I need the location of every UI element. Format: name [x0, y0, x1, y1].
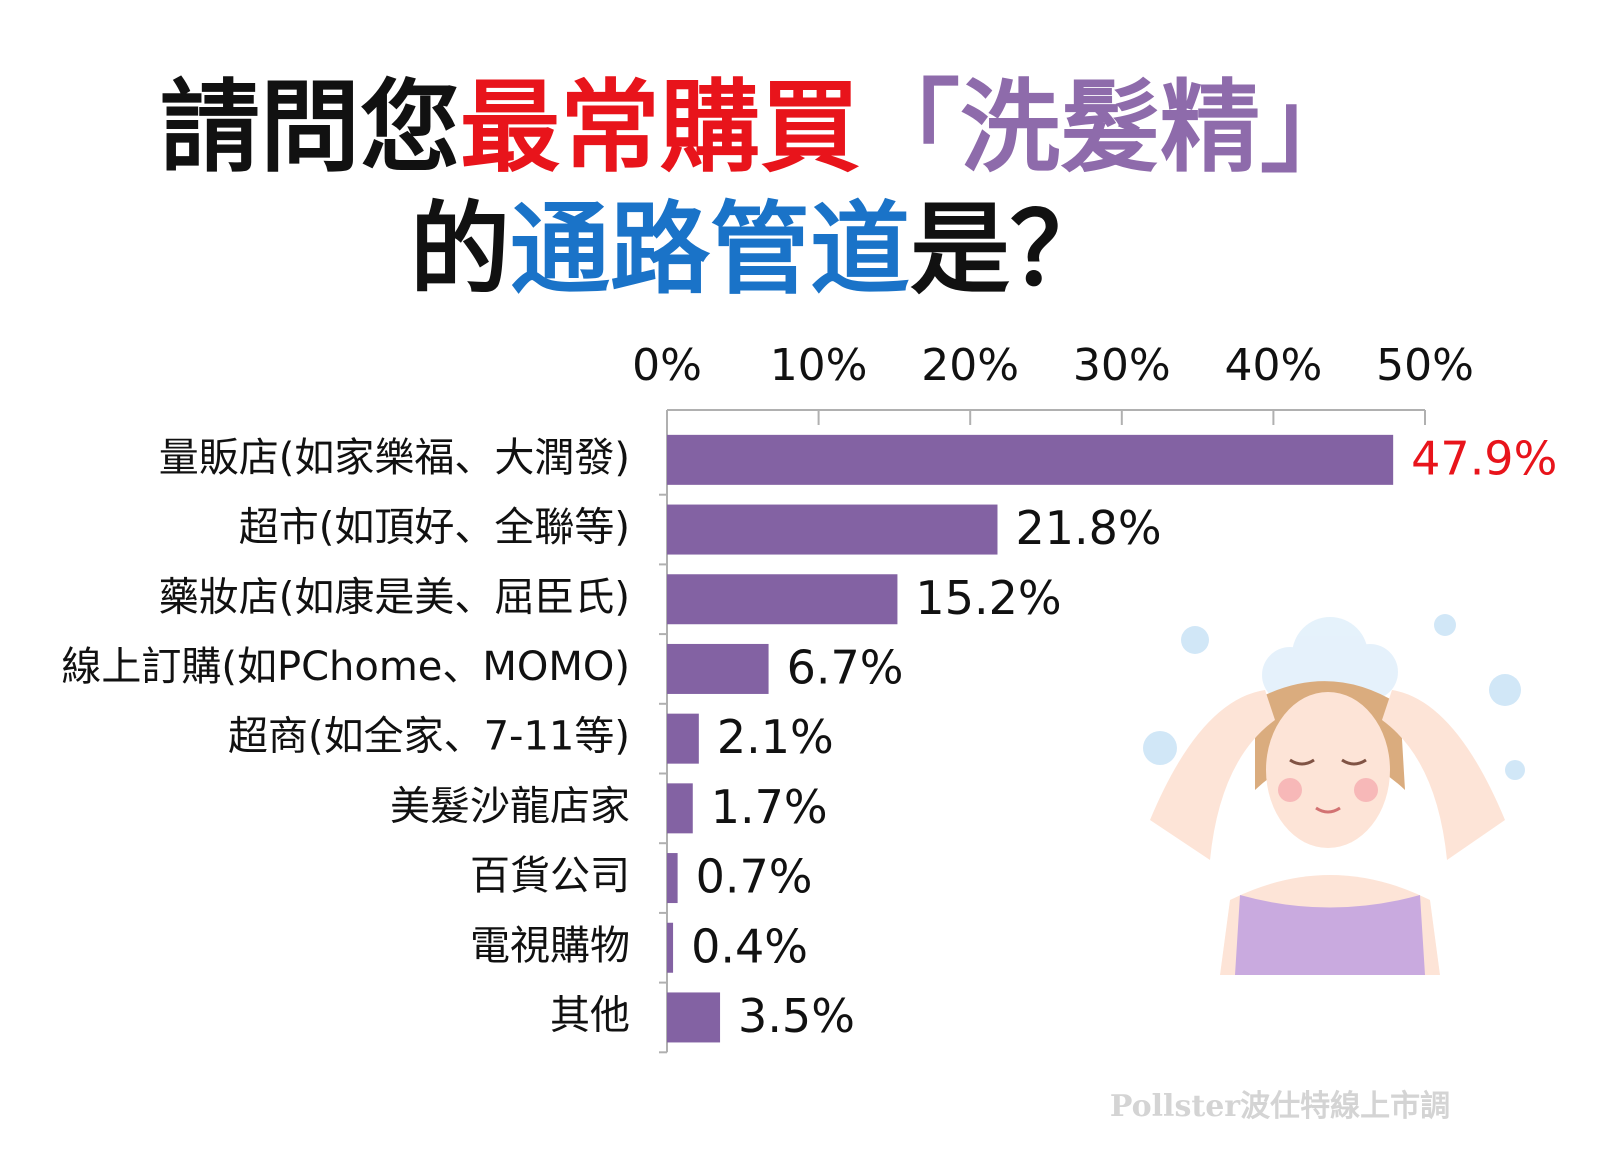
bar: [667, 643, 769, 694]
cheek: [1278, 778, 1302, 802]
y-tick-label: 超市(如頂好、全聯等): [239, 505, 630, 551]
bubble: [1489, 674, 1521, 706]
x-tick-label: 30%: [1073, 340, 1171, 391]
bubble: [1434, 614, 1456, 636]
title-segment: 是？: [910, 191, 1110, 308]
title-segment: 請問您: [160, 69, 460, 186]
y-tick-label: 電視購物: [470, 923, 630, 969]
title-segment: 通路管道: [510, 191, 910, 308]
x-tick-label: 10%: [770, 340, 868, 391]
illustration: [1143, 614, 1525, 975]
value-label: 6.7%: [787, 640, 904, 694]
title-segment: 「洗髮精」: [860, 69, 1360, 186]
y-tick-label: 美髮沙龍店家: [390, 783, 630, 829]
bar: [667, 853, 678, 904]
bar: [667, 574, 898, 625]
bar: [667, 434, 1394, 485]
bar: [667, 992, 721, 1043]
value-label: 0.4%: [691, 919, 808, 973]
mouth: [1315, 806, 1341, 814]
value-label: 1.7%: [711, 780, 828, 834]
value-label: 0.7%: [696, 850, 813, 904]
value-label: 2.1%: [717, 710, 834, 764]
arm: [1150, 690, 1275, 860]
y-tick-label: 線上訂購(如PChome、MOMO): [61, 644, 630, 690]
y-tick-label: 藥妝店(如康是美、屈臣氏): [159, 574, 630, 620]
value-label: 21.8%: [1015, 501, 1161, 555]
bubble: [1181, 626, 1209, 654]
y-tick-label: 量販店(如家樂福、大潤發): [159, 435, 630, 481]
y-tick-label: 其他: [550, 992, 630, 1038]
y-tick-label: 超商(如全家、7-11等): [228, 714, 630, 760]
x-tick-label: 50%: [1376, 340, 1474, 391]
y-tick-label: 百貨公司: [470, 853, 630, 899]
bar: [667, 922, 674, 973]
title-segment: 最常購買: [460, 69, 860, 186]
value-label: 15.2%: [915, 571, 1061, 625]
source: Pollster波仕特線上市調: [1110, 1089, 1450, 1124]
title-line: 的通路管道是？: [410, 191, 1110, 308]
title-line: 請問您最常購買「洗髮精」: [160, 69, 1360, 186]
bar: [667, 713, 699, 764]
bar: [667, 783, 693, 834]
bar: [667, 504, 998, 555]
towel: [1235, 895, 1425, 975]
bubble: [1143, 731, 1177, 765]
value-label: 3.5%: [738, 989, 855, 1043]
eyes: [1289, 758, 1367, 766]
x-tick-label: 0%: [632, 340, 702, 391]
face: [1266, 692, 1390, 848]
cheek: [1354, 778, 1378, 802]
x-tick-label: 40%: [1225, 340, 1323, 391]
title: 請問您最常購買「洗髮精」的通路管道是？: [160, 69, 1360, 308]
arm: [1382, 690, 1505, 860]
bubble: [1505, 760, 1525, 780]
x-tick-label: 20%: [921, 340, 1019, 391]
title-segment: 的: [410, 191, 510, 308]
value-label: 47.9%: [1411, 431, 1557, 485]
